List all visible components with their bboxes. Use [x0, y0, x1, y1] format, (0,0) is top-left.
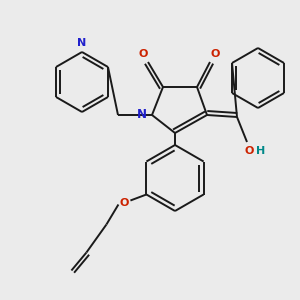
Text: O: O	[120, 197, 129, 208]
Text: O: O	[138, 49, 148, 59]
Text: O: O	[210, 49, 220, 59]
Text: H: H	[256, 146, 266, 156]
Text: O: O	[244, 146, 254, 156]
Text: N: N	[137, 109, 147, 122]
Text: N: N	[77, 38, 87, 48]
